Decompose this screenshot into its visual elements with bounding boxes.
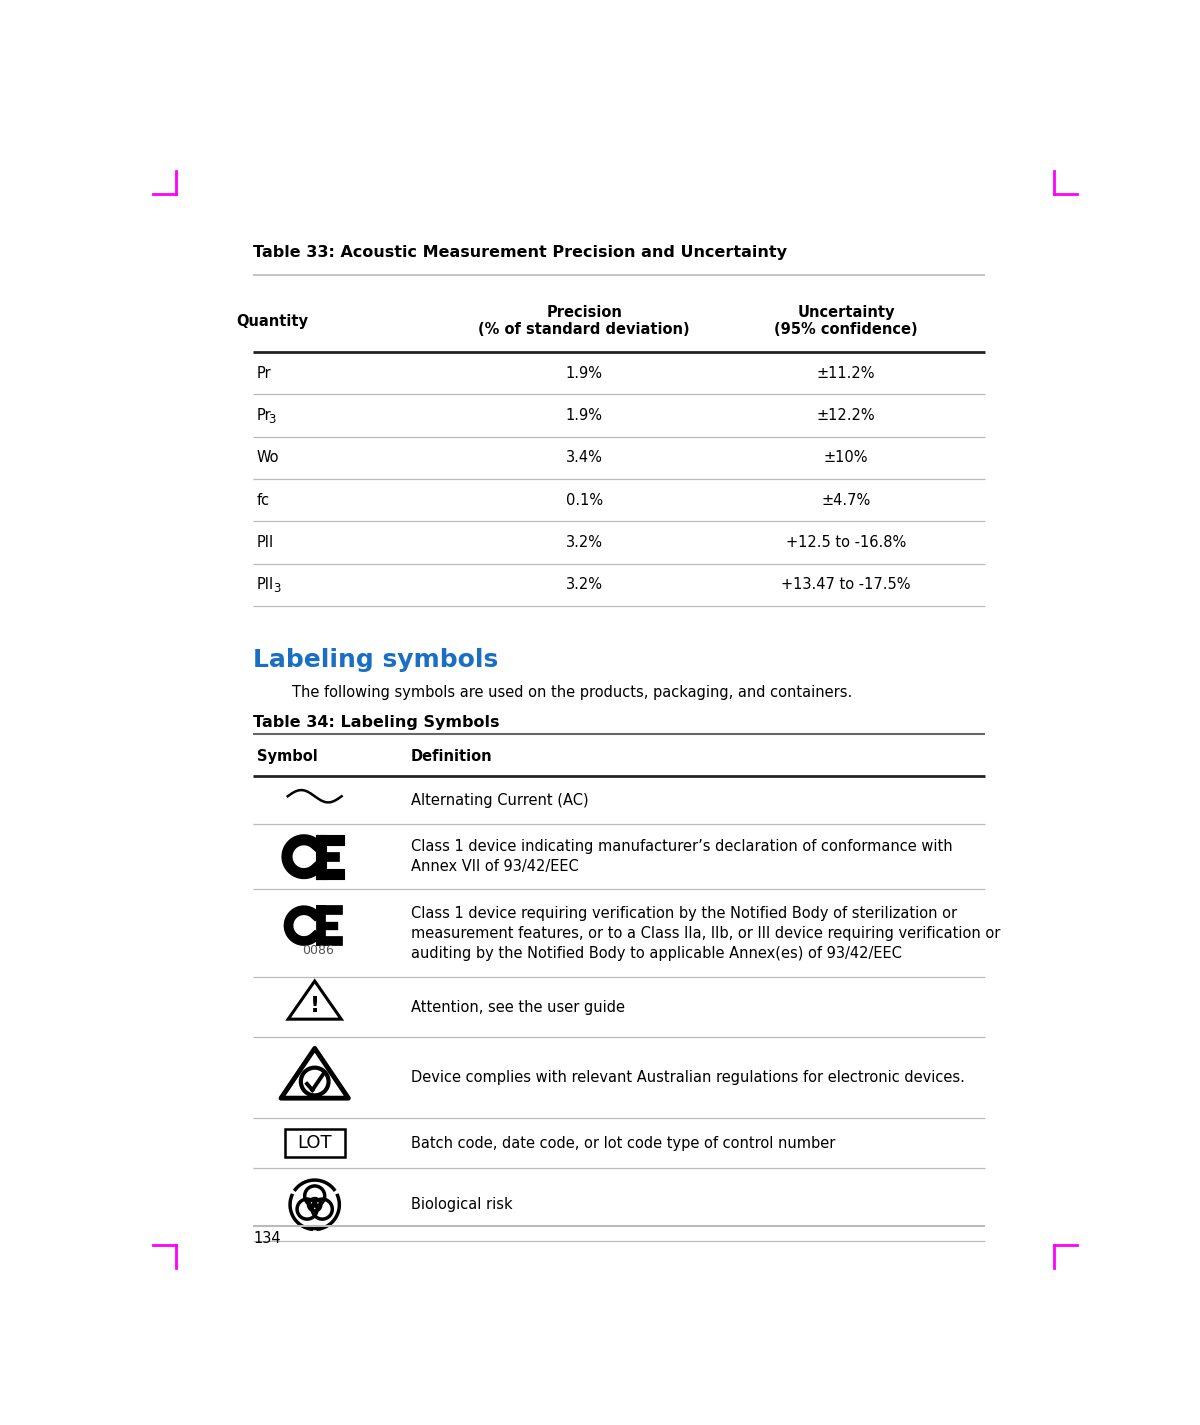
- Text: 3: 3: [274, 583, 281, 596]
- Text: Pr: Pr: [257, 408, 271, 423]
- Text: 3.2%: 3.2%: [565, 534, 602, 550]
- Text: Table 33: Acoustic Measurement Precision and Uncertainty: Table 33: Acoustic Measurement Precision…: [253, 245, 787, 259]
- Text: ±4.7%: ±4.7%: [821, 493, 871, 507]
- Text: 1.9%: 1.9%: [565, 408, 602, 423]
- Text: 3.4%: 3.4%: [565, 450, 602, 466]
- Text: Class 1 device requiring verification by the Notified Body of sterilization or
m: Class 1 device requiring verification by…: [410, 906, 1001, 960]
- Text: PII: PII: [257, 577, 274, 593]
- Text: 3.2%: 3.2%: [565, 577, 602, 593]
- Text: Biological risk: Biological risk: [410, 1197, 512, 1213]
- Text: Pr: Pr: [257, 366, 271, 380]
- Text: 0086: 0086: [302, 943, 334, 956]
- Text: Device complies with relevant Australian regulations for electronic devices.: Device complies with relevant Australian…: [410, 1070, 965, 1086]
- Text: Quantity: Quantity: [236, 314, 308, 329]
- Text: Precision
(% of standard deviation): Precision (% of standard deviation): [479, 305, 690, 338]
- Text: 3: 3: [268, 413, 276, 426]
- Text: Alternating Current (AC): Alternating Current (AC): [410, 792, 588, 808]
- Text: LOT: LOT: [298, 1134, 332, 1153]
- Text: fc: fc: [257, 493, 270, 507]
- Text: Definition: Definition: [410, 750, 492, 764]
- Text: Symbol: Symbol: [257, 750, 318, 764]
- Text: Wo: Wo: [257, 450, 280, 466]
- Text: Table 34: Labeling Symbols: Table 34: Labeling Symbols: [253, 714, 499, 730]
- Text: ±11.2%: ±11.2%: [817, 366, 875, 380]
- Text: ±10%: ±10%: [823, 450, 869, 466]
- Text: Uncertainty
(95% confidence): Uncertainty (95% confidence): [774, 305, 918, 338]
- Text: 134: 134: [253, 1231, 281, 1247]
- Text: Labeling symbols: Labeling symbols: [253, 648, 498, 673]
- Text: +12.5 to -16.8%: +12.5 to -16.8%: [786, 534, 906, 550]
- Text: !: !: [310, 996, 319, 1016]
- Text: The following symbols are used on the products, packaging, and containers.: The following symbols are used on the pr…: [292, 685, 852, 700]
- Text: +13.47 to -17.5%: +13.47 to -17.5%: [781, 577, 911, 593]
- Text: PII: PII: [257, 534, 274, 550]
- Text: ±12.2%: ±12.2%: [817, 408, 875, 423]
- Text: Batch code, date code, or lot code type of control number: Batch code, date code, or lot code type …: [410, 1136, 835, 1150]
- Text: 1.9%: 1.9%: [565, 366, 602, 380]
- Text: Attention, see the user guide: Attention, see the user guide: [410, 1000, 625, 1015]
- Text: 0.1%: 0.1%: [565, 493, 602, 507]
- Text: Class 1 device indicating manufacturer’s declaration of conformance with
Annex V: Class 1 device indicating manufacturer’s…: [410, 839, 953, 874]
